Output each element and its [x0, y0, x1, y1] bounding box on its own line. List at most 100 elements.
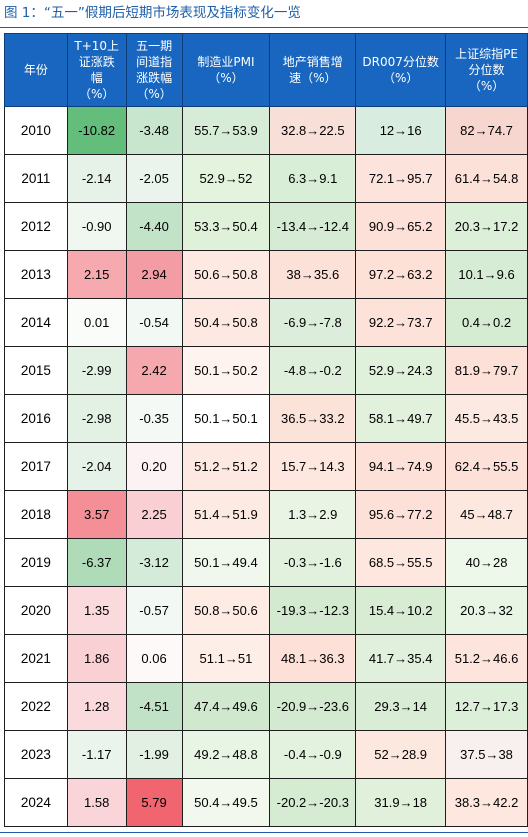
table-row: 2015 -2.99 2.42 50.1→50.2 -4.8→-0.2 52.9→24.3…	[4, 346, 528, 395]
table-row: 2014 0.01 -0.54 50.4→50.8 -6.9→-7.8 92.2→73.7…	[4, 298, 528, 347]
table-row: 2013 2.15 2.94 50.6→50.8 38→35.6 97.2→63.2 10.…	[4, 250, 528, 299]
pmi-cell: 50.8→50.6	[181, 586, 271, 635]
dr007-cell: 94.1→74.9	[355, 442, 447, 491]
real-estate-sales-cell: -19.3→-12.3	[269, 586, 357, 635]
real-estate-sales-cell: -20.9→-23.6	[269, 682, 357, 731]
dow-change-cell: -1.99	[125, 730, 183, 779]
header-row: 年份 T+10上 证涨跌 幅 （%） 五一期 间道指 涨跌幅 （%） 制造业PM…	[4, 33, 528, 107]
shanghai-change-cell: -2.04	[66, 442, 127, 491]
dow-change-cell: -0.54	[125, 298, 183, 347]
pmi-cell: 51.2→51.2	[181, 442, 271, 491]
pmi-cell: 52.9→52	[181, 154, 271, 203]
year-cell: 2018	[4, 490, 68, 539]
pe-percentile-cell: 20.3→32	[445, 586, 528, 635]
table-row: 2012 -0.90 -4.40 53.3→50.4 -13.4→-12.4 90.9→6…	[4, 202, 528, 251]
real-estate-sales-cell: 32.8→22.5	[269, 106, 357, 155]
year-cell: 2020	[4, 586, 68, 635]
dow-change-cell: 2.25	[125, 490, 183, 539]
year-cell: 2013	[4, 250, 68, 299]
market-indicator-table: 年份 T+10上 证涨跌 幅 （%） 五一期 间道指 涨跌幅 （%） 制造业PM…	[4, 33, 528, 827]
table-row: 2023 -1.17 -1.99 49.2→48.8 -0.4→-0.9 52→28.9 3…	[4, 730, 528, 779]
dr007-cell: 52→28.9	[355, 730, 447, 779]
dow-change-cell: 0.20	[125, 442, 183, 491]
shanghai-change-cell: -1.17	[66, 730, 127, 779]
shanghai-change-cell: 1.28	[66, 682, 127, 731]
pe-percentile-cell: 51.2→46.6	[445, 634, 528, 683]
dr007-cell: 68.5→55.5	[355, 538, 447, 587]
pmi-cell: 55.7→53.9	[181, 106, 271, 155]
dow-change-cell: 0.06	[125, 634, 183, 683]
header-real-estate-sales: 地产销售增 速（%）	[269, 33, 357, 107]
table-row: 2016 -2.98 -0.35 50.1→50.1 36.5→33.2 58.1→49.…	[4, 394, 528, 443]
real-estate-sales-cell: -6.9→-7.8	[269, 298, 357, 347]
dr007-cell: 52.9→24.3	[355, 346, 447, 395]
dr007-cell: 95.6→77.2	[355, 490, 447, 539]
shanghai-change-cell: -0.90	[66, 202, 127, 251]
dr007-cell: 97.2→63.2	[355, 250, 447, 299]
shanghai-change-cell: 1.35	[66, 586, 127, 635]
shanghai-change-cell: 2.15	[66, 250, 127, 299]
pmi-cell: 50.1→50.2	[181, 346, 271, 395]
dow-change-cell: 5.79	[125, 778, 183, 827]
year-cell: 2023	[4, 730, 68, 779]
real-estate-sales-cell: -20.2→-20.3	[269, 778, 357, 827]
pe-percentile-cell: 62.4→55.5	[445, 442, 528, 491]
year-cell: 2019	[4, 538, 68, 587]
dow-change-cell: -4.40	[125, 202, 183, 251]
dr007-cell: 58.1→49.7	[355, 394, 447, 443]
shanghai-change-cell: -2.98	[66, 394, 127, 443]
table-row: 2017 -2.04 0.20 51.2→51.2 15.7→14.3 94.1→74.9…	[4, 442, 528, 491]
pmi-cell: 50.1→49.4	[181, 538, 271, 587]
dr007-cell: 90.9→65.2	[355, 202, 447, 251]
pe-percentile-cell: 81.9→79.7	[445, 346, 528, 395]
pe-percentile-cell: 40→28	[445, 538, 528, 587]
dow-change-cell: 2.94	[125, 250, 183, 299]
real-estate-sales-cell: -0.3→-1.6	[269, 538, 357, 587]
year-cell: 2012	[4, 202, 68, 251]
pe-percentile-cell: 10.1→9.6	[445, 250, 528, 299]
pmi-cell: 50.1→50.1	[181, 394, 271, 443]
pe-percentile-cell: 38.3→42.2	[445, 778, 528, 827]
shanghai-change-cell: -2.99	[66, 346, 127, 395]
real-estate-sales-cell: 1.3→2.9	[269, 490, 357, 539]
table-row: 2011 -2.14 -2.05 52.9→52 6.3→9.1 72.1→95.7 61.…	[4, 154, 528, 203]
shanghai-change-cell: -6.37	[66, 538, 127, 587]
year-cell: 2016	[4, 394, 68, 443]
shanghai-change-cell: 0.01	[66, 298, 127, 347]
header-year: 年份	[4, 33, 68, 107]
table-row: 2019 -6.37 -3.12 50.1→49.4 -0.3→-1.6 68.5→55.…	[4, 538, 528, 587]
dow-change-cell: -0.35	[125, 394, 183, 443]
dow-change-cell: -0.57	[125, 586, 183, 635]
year-cell: 2021	[4, 634, 68, 683]
real-estate-sales-cell: -0.4→-0.9	[269, 730, 357, 779]
year-cell: 2022	[4, 682, 68, 731]
year-cell: 2010	[4, 106, 68, 155]
pe-percentile-cell: 45.5→43.5	[445, 394, 528, 443]
dr007-cell: 29.3→14	[355, 682, 447, 731]
pmi-cell: 50.4→50.8	[181, 298, 271, 347]
pe-percentile-cell: 12.7→17.3	[445, 682, 528, 731]
pmi-cell: 47.4→49.6	[181, 682, 271, 731]
year-cell: 2011	[4, 154, 68, 203]
footer-divider	[0, 832, 528, 833]
dr007-cell: 15.4→10.2	[355, 586, 447, 635]
figure-caption: 图 1：“五一”假期后短期市场表现及指标变化一览	[0, 0, 528, 28]
year-cell: 2014	[4, 298, 68, 347]
real-estate-sales-cell: -4.8→-0.2	[269, 346, 357, 395]
pe-percentile-cell: 0.4→0.2	[445, 298, 528, 347]
table-row: 2021 1.86 0.06 51.1→51 48.1→36.3 41.7→35.4 51.…	[4, 634, 528, 683]
table-row: 2022 1.28 -4.51 47.4→49.6 -20.9→-23.6 29.3→14…	[4, 682, 528, 731]
header-pe-percentile: 上证综指PE 分位数 （%）	[445, 33, 528, 107]
real-estate-sales-cell: 36.5→33.2	[269, 394, 357, 443]
shanghai-change-cell: 1.58	[66, 778, 127, 827]
real-estate-sales-cell: 38→35.6	[269, 250, 357, 299]
year-cell: 2017	[4, 442, 68, 491]
dow-change-cell: -4.51	[125, 682, 183, 731]
dow-change-cell: 2.42	[125, 346, 183, 395]
pe-percentile-cell: 45→48.7	[445, 490, 528, 539]
pmi-cell: 51.1→51	[181, 634, 271, 683]
header-pmi: 制造业PMI （%）	[181, 33, 271, 107]
pe-percentile-cell: 82→74.7	[445, 106, 528, 155]
year-cell: 2024	[4, 778, 68, 827]
real-estate-sales-cell: 15.7→14.3	[269, 442, 357, 491]
